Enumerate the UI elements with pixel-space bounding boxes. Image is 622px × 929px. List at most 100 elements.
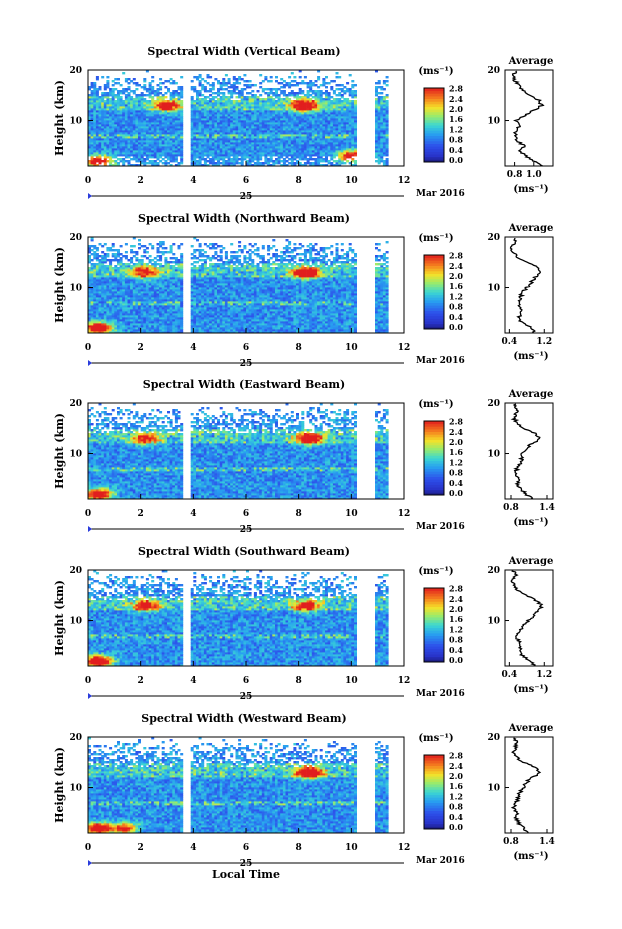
- colorbar-tick-label: 0.4: [449, 312, 463, 322]
- average-line: [510, 570, 544, 667]
- average-title: Average: [508, 389, 554, 400]
- x-tick-label: 12: [398, 509, 411, 519]
- x-tick-label: 6: [243, 509, 249, 519]
- colorbar-tick-label: 0.0: [449, 155, 463, 165]
- colorbar-tick-label: 2.8: [449, 251, 463, 261]
- average-frame: [504, 236, 554, 334]
- average-unit: (ms⁻¹): [513, 351, 548, 362]
- colorbar-tick-label: 2.0: [449, 104, 463, 114]
- colorbar-frame: [423, 587, 445, 663]
- x-tick-label: 8: [296, 676, 302, 686]
- x-tick-label: 4: [190, 343, 196, 353]
- y-tick-label: 10: [69, 284, 82, 294]
- y-axis-label: Height (km): [53, 580, 66, 656]
- month-label: Mar 2016: [416, 689, 465, 699]
- y-axis-label: Height (km): [53, 247, 66, 323]
- heatmap: [88, 403, 389, 500]
- date-label: 25: [240, 859, 253, 869]
- heatmap: [88, 70, 389, 167]
- x-tick-label: 4: [190, 509, 196, 519]
- average-line: [510, 737, 542, 834]
- x-tick-label: 4: [190, 176, 196, 186]
- colorbar-tick-label: 0.4: [449, 145, 463, 155]
- date-axis-marker: [88, 526, 92, 532]
- average-title: Average: [508, 556, 554, 567]
- average-x-tick-label: 1.4: [539, 837, 555, 847]
- date-axis-marker: [88, 860, 92, 866]
- colorbar-tick-label: 1.6: [449, 114, 463, 124]
- x-tick-label: 12: [398, 343, 411, 353]
- average-y-tick-label: 20: [487, 399, 500, 409]
- colorbar-tick-label: 0.4: [449, 645, 463, 655]
- y-tick-label: 20: [69, 399, 82, 409]
- y-tick-label: 20: [69, 233, 82, 243]
- colorbar-tick-label: 0.4: [449, 478, 463, 488]
- colorbar-tick-label: 2.8: [449, 84, 463, 94]
- x-tick-label: 2: [138, 843, 144, 853]
- x-tick-label: 2: [138, 343, 144, 353]
- panel-2: Spectral Width (Northward Beam) 0 2 4 6 8 10 12…: [53, 212, 554, 369]
- average-profile: Average 10 20 0.8 1.4 (ms⁻¹): [487, 389, 554, 528]
- colorbar-tick-label: 1.2: [449, 124, 463, 134]
- colorbar-unit: (ms⁻¹): [418, 233, 453, 244]
- colorbar-tick-label: 1.6: [449, 781, 463, 791]
- x-tick-label: 6: [243, 676, 249, 686]
- colorbar-tick-label: 2.0: [449, 771, 463, 781]
- x-tick-label: 12: [398, 176, 411, 186]
- colorbar-frame: [423, 420, 445, 496]
- colorbar: (ms⁻¹) 0.00.40.81.21.62.02.42.8: [418, 233, 463, 332]
- average-x-tick-label: 1.0: [526, 170, 542, 180]
- colorbar-tick-label: 2.8: [449, 584, 463, 594]
- colorbar: (ms⁻¹) 0.00.40.81.21.62.02.42.8: [418, 66, 463, 165]
- average-line: [509, 238, 542, 334]
- date-label: 25: [240, 192, 253, 202]
- colorbar-tick-label: 1.2: [449, 791, 463, 801]
- average-frame: [504, 69, 554, 167]
- y-tick-label: 20: [69, 733, 82, 743]
- colorbar-tick-label: 0.8: [449, 635, 463, 645]
- x-tick-label: 6: [243, 176, 249, 186]
- average-y-tick-label: 20: [487, 66, 500, 76]
- average-line: [510, 403, 541, 500]
- colorbar-frame: [423, 754, 445, 830]
- colorbar-tick-label: 0.0: [449, 655, 463, 665]
- y-axis-label: Height (km): [53, 80, 66, 156]
- colorbar-tick-label: 2.0: [449, 604, 463, 614]
- y-axis-label: Height (km): [53, 747, 66, 823]
- x-tick-label: 4: [190, 843, 196, 853]
- average-x-tick-label: 1.2: [536, 670, 552, 680]
- average-title: Average: [508, 56, 554, 67]
- average-frame: [504, 569, 554, 667]
- colorbar-tick-label: 0.8: [449, 468, 463, 478]
- average-y-tick-label: 20: [487, 566, 500, 576]
- average-x-tick-label: 0.8: [507, 170, 523, 180]
- x-tick-label: 8: [296, 509, 302, 519]
- colorbar-tick-label: 2.4: [449, 594, 463, 604]
- month-label: Mar 2016: [416, 522, 465, 532]
- x-tick-label: 0: [85, 343, 91, 353]
- average-y-tick-label: 10: [487, 784, 500, 794]
- average-unit: (ms⁻¹): [513, 851, 548, 862]
- colorbar-tick-label: 2.8: [449, 417, 463, 427]
- x-tick-label: 10: [345, 509, 358, 519]
- y-tick-label: 10: [69, 117, 82, 127]
- colorbar-tick-label: 1.2: [449, 624, 463, 634]
- average-unit: (ms⁻¹): [513, 517, 548, 528]
- month-label: Mar 2016: [416, 189, 465, 199]
- colorbar: (ms⁻¹) 0.00.40.81.21.62.02.42.8: [418, 733, 463, 832]
- colorbar-unit: (ms⁻¹): [418, 399, 453, 410]
- average-x-tick-label: 0.8: [503, 503, 519, 513]
- x-tick-label: 2: [138, 509, 144, 519]
- colorbar-tick-label: 0.4: [449, 812, 463, 822]
- colorbar-tick-label: 1.6: [449, 281, 463, 291]
- colorbar-tick-label: 1.2: [449, 457, 463, 467]
- date-axis-marker: [88, 360, 92, 366]
- colorbar-tick-label: 0.0: [449, 488, 463, 498]
- average-frame: [504, 402, 554, 500]
- average-profile: Average 10 20 0.4 1.2 (ms⁻¹): [487, 223, 554, 362]
- colorbar-unit: (ms⁻¹): [418, 66, 453, 77]
- panel-3: Spectral Width (Eastward Beam) 0 2 4 6 8 10 12 1…: [53, 378, 555, 535]
- colorbar-tick-label: 1.6: [449, 614, 463, 624]
- heatmap: [88, 237, 389, 334]
- average-profile: Average 10 20 0.8 1.0 (ms⁻¹): [487, 56, 554, 195]
